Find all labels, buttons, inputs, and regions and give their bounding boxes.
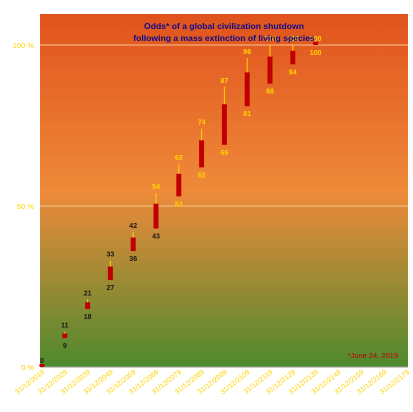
data-label-high: 42 [129,223,137,230]
data-label-low: 36 [129,256,137,263]
data-label-high: 63 [175,155,183,162]
candle-body [199,140,205,168]
y-tick-label: 0 % [21,363,34,372]
data-label-high: 96 [243,49,251,56]
data-label-low: 53 [175,201,183,208]
data-label-high: 33 [107,252,115,259]
data-label-low: 94 [289,69,297,76]
data-label-low: 88 [266,89,274,96]
candle-body [244,72,250,107]
candle-body [85,302,91,310]
candle-body [62,333,68,339]
data-label-low: 81 [243,111,251,118]
y-tick-label: 50 % [17,202,34,211]
data-label-low: 100 [310,50,322,57]
chart-title-line-2: following a mass extinction of living sp… [133,33,315,43]
data-label-low: 9 [63,343,67,350]
data-label-high: 11 [61,323,69,330]
y-tick-label: 100 % [13,41,35,50]
chart-title-line-1: Odds* of a global civilization shutdown [144,21,304,31]
data-label-high: 100 [287,36,299,43]
data-label-high: 0 [40,358,44,365]
data-label-low: 62 [198,172,206,179]
candle-body [153,203,159,229]
data-label-high: 100 [264,36,276,43]
data-label-low: 43 [152,234,160,241]
candle-body [39,364,45,367]
data-label-high: 54 [152,184,160,191]
data-label-low: 18 [84,314,92,321]
data-label-high: 21 [84,290,92,297]
data-label-low: 27 [107,285,115,292]
chart-footnote: *June 24, 2019 [348,351,398,360]
candle-body [313,42,319,45]
data-label-high: 87 [221,78,229,85]
plot-background [40,14,408,367]
candle-body [290,50,296,65]
candle-body [176,173,182,197]
candle-body [267,56,273,84]
data-label-high: 74 [198,120,206,127]
data-label-low: 69 [221,150,229,157]
candle-body [221,104,227,145]
candle-body [107,266,113,281]
candle-body [130,237,136,252]
data-label-high: 100 [310,36,322,43]
